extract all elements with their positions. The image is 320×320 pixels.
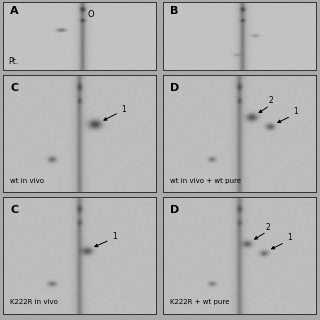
Text: wt in vivo + wt pure: wt in vivo + wt pure <box>170 178 241 184</box>
Text: D: D <box>170 84 180 93</box>
Text: C: C <box>10 84 18 93</box>
Text: 2: 2 <box>269 96 274 105</box>
Text: wt in vivo: wt in vivo <box>10 178 44 184</box>
Text: 1: 1 <box>287 233 292 242</box>
Text: B: B <box>170 6 179 16</box>
Text: D: D <box>170 205 180 215</box>
Text: C: C <box>10 205 18 215</box>
Text: 2: 2 <box>266 223 270 232</box>
Text: K222R + wt pure: K222R + wt pure <box>170 300 229 305</box>
Text: A: A <box>10 6 19 16</box>
Text: K222R in vivo: K222R in vivo <box>10 300 58 305</box>
Text: O: O <box>88 10 95 19</box>
Text: 1: 1 <box>293 107 298 116</box>
Text: Pt.: Pt. <box>9 57 19 66</box>
Text: 1: 1 <box>121 105 126 114</box>
Text: 1: 1 <box>112 232 116 241</box>
